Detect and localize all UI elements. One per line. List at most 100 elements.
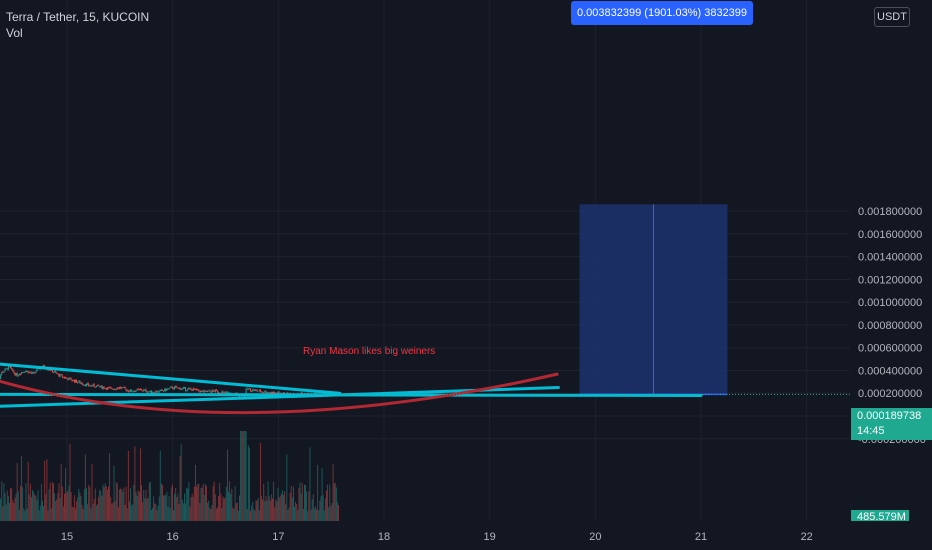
volume-bar bbox=[157, 505, 159, 521]
volume-bar bbox=[284, 491, 286, 521]
volume-bar bbox=[252, 501, 254, 521]
drawings[interactable] bbox=[0, 362, 850, 415]
volume-bar bbox=[255, 500, 257, 521]
volume-bar bbox=[26, 508, 28, 521]
volume-bar bbox=[222, 496, 224, 521]
candle-body bbox=[75, 379, 76, 383]
volume-bar bbox=[243, 431, 245, 521]
volume-bar bbox=[25, 483, 27, 521]
volume-bar bbox=[237, 510, 239, 521]
volume-bar bbox=[32, 489, 34, 521]
candle-body bbox=[273, 392, 275, 394]
volume-bar bbox=[213, 481, 215, 521]
price-tick-label: 0.000400000 bbox=[858, 365, 922, 377]
candle-body bbox=[182, 387, 184, 389]
volume-bar bbox=[143, 490, 145, 521]
candle-body bbox=[168, 388, 170, 390]
candle-body bbox=[117, 387, 119, 389]
volume-bar bbox=[127, 450, 129, 521]
candle-body bbox=[175, 386, 177, 388]
candle-body bbox=[122, 386, 124, 388]
candle-body bbox=[190, 388, 192, 390]
candle-body bbox=[160, 389, 162, 391]
volume-bar bbox=[81, 504, 83, 521]
candle-body bbox=[36, 369, 38, 372]
candle-body bbox=[145, 389, 147, 392]
volume-bar bbox=[223, 498, 225, 521]
candle-body bbox=[26, 370, 28, 372]
candle-body bbox=[188, 388, 190, 390]
volume-bar bbox=[269, 500, 271, 521]
candle-body bbox=[202, 390, 204, 393]
volume-bar bbox=[126, 508, 128, 521]
volume-bar bbox=[34, 494, 36, 521]
volume-bar bbox=[111, 503, 113, 521]
candle-body bbox=[115, 389, 117, 391]
candle-body bbox=[164, 388, 166, 391]
volume-bar bbox=[272, 498, 273, 521]
candle-body bbox=[277, 391, 279, 394]
measure-tool[interactable] bbox=[579, 204, 728, 396]
volume-bar bbox=[174, 493, 176, 521]
volume-bar bbox=[94, 488, 96, 521]
candle-body bbox=[193, 388, 195, 390]
candle-body bbox=[34, 372, 36, 374]
candle-body bbox=[158, 390, 160, 393]
volume-bar bbox=[221, 507, 223, 521]
time-axis[interactable]: 15 16 17 18 19 20 21 22 bbox=[61, 531, 813, 543]
volume-bar bbox=[297, 510, 299, 521]
candle-body bbox=[128, 391, 130, 393]
candle-body bbox=[116, 387, 118, 390]
volume-bar bbox=[254, 510, 256, 521]
volume-bar bbox=[212, 486, 214, 521]
volume-bar bbox=[147, 497, 149, 521]
candle-body bbox=[197, 389, 199, 391]
candle-body bbox=[143, 389, 145, 391]
candle-body bbox=[20, 374, 21, 376]
candle-body bbox=[178, 387, 180, 389]
volume-bar bbox=[55, 500, 57, 521]
volume-bar bbox=[206, 486, 207, 521]
volume-bar bbox=[225, 486, 227, 521]
chart-annotation[interactable]: Ryan Mason likes big weiners bbox=[303, 346, 435, 357]
candle-body bbox=[174, 386, 176, 389]
volume-indicator-label[interactable]: Vol bbox=[6, 26, 23, 40]
volume-bar bbox=[209, 507, 211, 521]
volume-bar bbox=[312, 494, 314, 521]
volume-bar bbox=[268, 496, 270, 521]
candle-body bbox=[245, 388, 247, 395]
candle-body bbox=[223, 391, 225, 393]
volume-bar bbox=[100, 491, 102, 521]
volume-bar bbox=[311, 499, 313, 521]
volume-bar bbox=[191, 493, 193, 521]
candle-body bbox=[102, 387, 104, 389]
volume-bar bbox=[273, 481, 275, 521]
candle-body bbox=[103, 387, 105, 389]
volume-bar bbox=[214, 494, 216, 521]
volume-bar bbox=[57, 492, 59, 521]
volume-bar bbox=[184, 493, 185, 521]
volume-bar bbox=[187, 488, 189, 521]
volume-bar bbox=[80, 496, 82, 521]
volume-bar bbox=[115, 482, 117, 521]
volume-bar bbox=[162, 484, 163, 521]
candle-body bbox=[165, 388, 167, 391]
candle-body bbox=[256, 390, 258, 392]
symbol-title[interactable]: Terra / Tether, 15, KUCOIN bbox=[6, 10, 150, 24]
volume-bar bbox=[42, 500, 43, 521]
volume-bar bbox=[73, 495, 75, 521]
currency-button[interactable]: USDT bbox=[874, 7, 910, 27]
candle-body bbox=[124, 387, 126, 389]
volume-bar bbox=[75, 508, 76, 521]
volume-bar bbox=[326, 490, 327, 521]
candle-body bbox=[195, 388, 196, 390]
volume-bar bbox=[84, 454, 86, 521]
volume-bar bbox=[62, 506, 64, 521]
candle-body bbox=[32, 372, 34, 374]
time-tick-label: 20 bbox=[589, 531, 601, 543]
time-tick-label: 22 bbox=[801, 531, 813, 543]
volume-bar bbox=[101, 495, 103, 521]
candle-body bbox=[210, 391, 212, 393]
candle-body bbox=[127, 390, 129, 392]
